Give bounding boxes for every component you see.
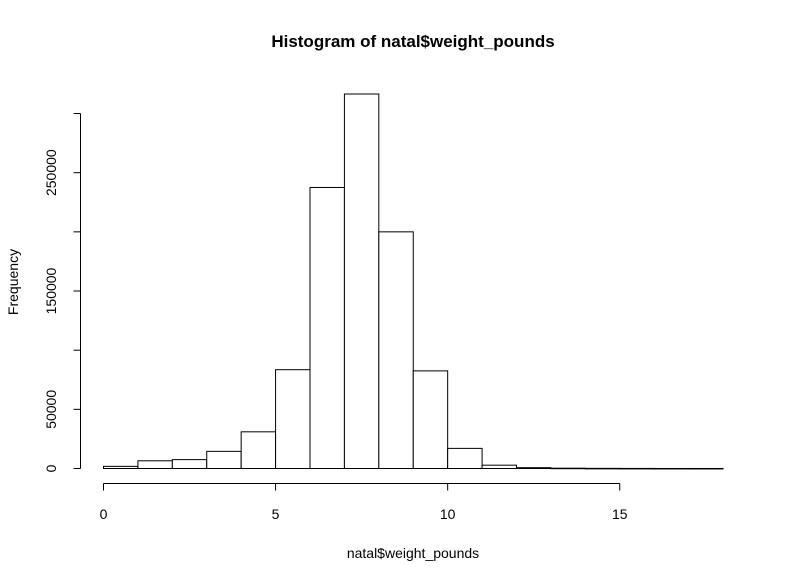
histogram-bar bbox=[412, 370, 449, 470]
x-tick-label: 15 bbox=[612, 506, 628, 522]
y-tick-label: 150000 bbox=[43, 267, 59, 314]
y-tick-label: 0 bbox=[43, 464, 59, 472]
y-tick-label: 50000 bbox=[43, 390, 59, 429]
x-axis: 0 5 10 15 bbox=[100, 483, 628, 522]
x-tick-label: 5 bbox=[272, 506, 280, 522]
histogram-bar bbox=[516, 467, 552, 470]
histogram-bar bbox=[550, 467, 586, 470]
chart-title: Histogram of natal$weight_pounds bbox=[271, 32, 554, 51]
histogram-bar bbox=[103, 465, 139, 470]
histogram-bar bbox=[206, 450, 242, 469]
x-axis-label: natal$weight_pounds bbox=[347, 545, 479, 561]
y-tick-label: 250000 bbox=[43, 149, 59, 196]
bars-group bbox=[103, 93, 724, 470]
histogram-bar bbox=[309, 186, 345, 470]
x-tick-label: 10 bbox=[440, 506, 456, 522]
histogram-bar bbox=[171, 459, 208, 469]
histogram-bar bbox=[481, 464, 518, 470]
histogram-bar bbox=[275, 369, 311, 470]
x-tick-label: 0 bbox=[100, 506, 108, 522]
histogram-bar bbox=[137, 460, 173, 469]
y-axis: 0 50000 150000 250000 bbox=[43, 113, 81, 472]
histogram-bar bbox=[447, 447, 483, 469]
histogram-bar bbox=[378, 231, 414, 469]
histogram-bar bbox=[584, 467, 621, 470]
histogram-bar bbox=[688, 467, 724, 470]
histogram-bar bbox=[653, 467, 690, 470]
histogram-bar bbox=[619, 467, 655, 470]
y-axis-label: Frequency bbox=[5, 249, 21, 315]
histogram-bar bbox=[343, 93, 380, 469]
histogram-bar bbox=[240, 431, 277, 470]
